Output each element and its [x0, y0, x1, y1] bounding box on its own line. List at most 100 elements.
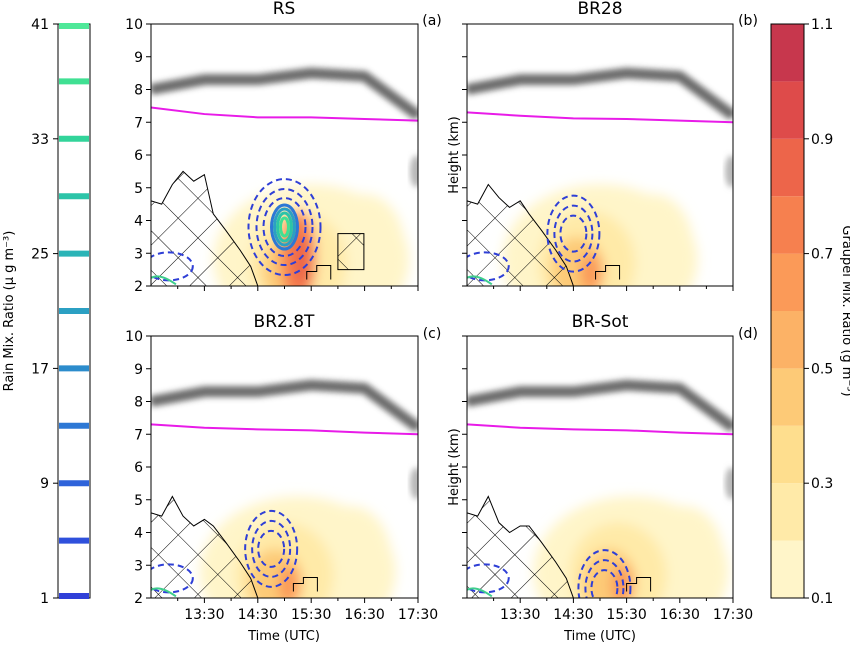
rain-contours	[467, 549, 632, 598]
graupel-colorbar-band	[771, 311, 804, 369]
y-tick-label: 5	[134, 181, 143, 197]
y-tick-label: 4	[134, 214, 143, 230]
cloud-edge	[725, 155, 733, 188]
graupel-colorbar-tick-label: 0.3	[811, 476, 833, 492]
x-tick-label: 14:30	[238, 607, 278, 623]
panel-tag-d: (d)	[738, 326, 758, 342]
graupel-colorbar-tick-label: 1.1	[811, 17, 833, 33]
cloud-top-band	[467, 379, 733, 433]
y-tick-label: 3	[134, 246, 143, 262]
melting-level-line	[151, 423, 418, 436]
graupel-colorbar-band	[771, 483, 804, 541]
x-tick-label: 15:30	[606, 607, 646, 623]
cloud-top-band	[151, 67, 418, 121]
cloud-top-core	[151, 383, 418, 430]
y-axis-label-b: Height (km)	[447, 116, 462, 193]
rain-contour-surface	[151, 587, 177, 598]
graupel-colorbar-tick-label: 0.1	[811, 591, 833, 607]
y-axis-label-d: Height (km)	[447, 428, 462, 505]
rain-contours	[467, 194, 601, 286]
graupel-colorbar-band	[771, 540, 804, 598]
graupel-colorbar-band	[771, 368, 804, 426]
rain-contour-core	[270, 203, 299, 251]
y-tick-label: 2	[134, 279, 143, 295]
outline-contour	[306, 264, 332, 280]
cloud-top-band	[467, 67, 733, 121]
rain-contour	[590, 569, 619, 598]
cloud-edge	[410, 467, 418, 500]
panel-title-br-sot: BR-Sot	[572, 312, 629, 332]
cloud-top-core	[151, 71, 418, 118]
rain-contour-core	[279, 216, 290, 238]
graupel-colorbar: 0.1 0.3 0.5 0.7 0.9 1.1 Graupel Mix. Ratio (g…	[770, 17, 850, 607]
rain-contour-core	[276, 211, 293, 243]
panel-title-br28: BR28	[577, 0, 622, 19]
x-tick-label: 17:30	[713, 607, 753, 623]
cloud-top-band	[151, 379, 418, 433]
panel-tag-b: (b)	[738, 13, 758, 29]
rain-contour	[553, 204, 594, 263]
cloud-top-core	[467, 71, 733, 118]
graupel-contour	[580, 253, 602, 286]
graupel-contour	[611, 565, 633, 598]
rain-colorbar-tick-label: 41	[31, 17, 49, 33]
outline-contour	[626, 576, 652, 592]
rain-colorbar-tick-label: 25	[31, 247, 49, 263]
panel-br-sot: 13:30 14:30 15:30 16:30 17:30	[462, 335, 753, 623]
x-tick-label: 17:30	[398, 607, 438, 623]
rain-colorbar-tick-label: 33	[31, 132, 49, 148]
rain-contour	[559, 214, 588, 253]
rain-contour	[247, 178, 322, 277]
x-tick-label: 15:30	[291, 607, 331, 623]
rain-contour	[255, 188, 314, 267]
panel-br28	[462, 23, 734, 291]
rain-colorbar-tick-label: 9	[40, 476, 49, 492]
melting-level-line	[151, 106, 418, 122]
rain-contour	[584, 559, 625, 598]
panel-title-br2-8t: BR2.8T	[254, 312, 316, 332]
graupel-colorbar-tick-label: 0.5	[811, 361, 833, 377]
x-tick-label: 16:30	[344, 607, 384, 623]
y-tick-label: 3	[134, 558, 143, 574]
rain-contour-surface	[467, 587, 493, 598]
panel-br2-8t: 2 3 4 5 6 7 8 9 10 13:30 14:30 15:30 16:30 17:30	[125, 329, 438, 623]
y-tick-label: 7	[134, 115, 143, 131]
hatched-region	[151, 170, 259, 286]
rain-contour	[244, 509, 299, 588]
y-tick-label: 7	[134, 427, 143, 443]
outline-contour	[292, 576, 318, 592]
rain-contour-core	[273, 207, 296, 247]
graupel-colorbar-band	[771, 196, 804, 254]
x-tick-label: 16:30	[660, 607, 700, 623]
y-tick-label: 8	[134, 395, 143, 411]
x-tick-label: 14:30	[553, 607, 593, 623]
x-axis-label-c: Time (UTC)	[247, 629, 320, 644]
x-tick-label: 13:30	[184, 607, 224, 623]
hatched-region-small	[337, 233, 365, 271]
rain-colorbar: 1 9 17 25 33 41 Rain Mix. Ratio (μ g m⁻³)	[2, 17, 91, 607]
panel-rs: 2 3 4 5 6 7 8 9 10	[125, 17, 419, 295]
melting-level-line	[467, 111, 733, 124]
rain-colorbar-tick-label: 1	[40, 591, 49, 607]
hatched-region	[467, 183, 574, 286]
x-tick-label: 13:30	[500, 607, 540, 623]
y-tick-label: 6	[134, 148, 143, 164]
rain-colorbar-label: Rain Mix. Ratio (μ g m⁻³)	[2, 231, 17, 392]
y-tick-label: 6	[134, 460, 143, 476]
y-tick-label: 2	[134, 591, 143, 607]
panel-tag-a: (a)	[422, 13, 442, 29]
y-tick-label: 4	[134, 526, 143, 542]
graupel-colorbar-label: Graupel Mix. Ratio (g m⁻³)	[839, 225, 850, 396]
rain-contour	[546, 194, 601, 273]
melting-level-line	[467, 423, 733, 436]
y-tick-label: 5	[134, 493, 143, 509]
rain-contour	[262, 197, 307, 258]
cloud-top-core	[467, 383, 733, 430]
y-tick-label: 9	[134, 362, 143, 378]
rain-contour	[577, 549, 632, 598]
rain-contour-surface	[467, 275, 493, 286]
graupel-colorbar-band	[771, 253, 804, 311]
y-tick-label: 8	[134, 83, 143, 99]
graupel-colorbar-band	[771, 81, 804, 139]
